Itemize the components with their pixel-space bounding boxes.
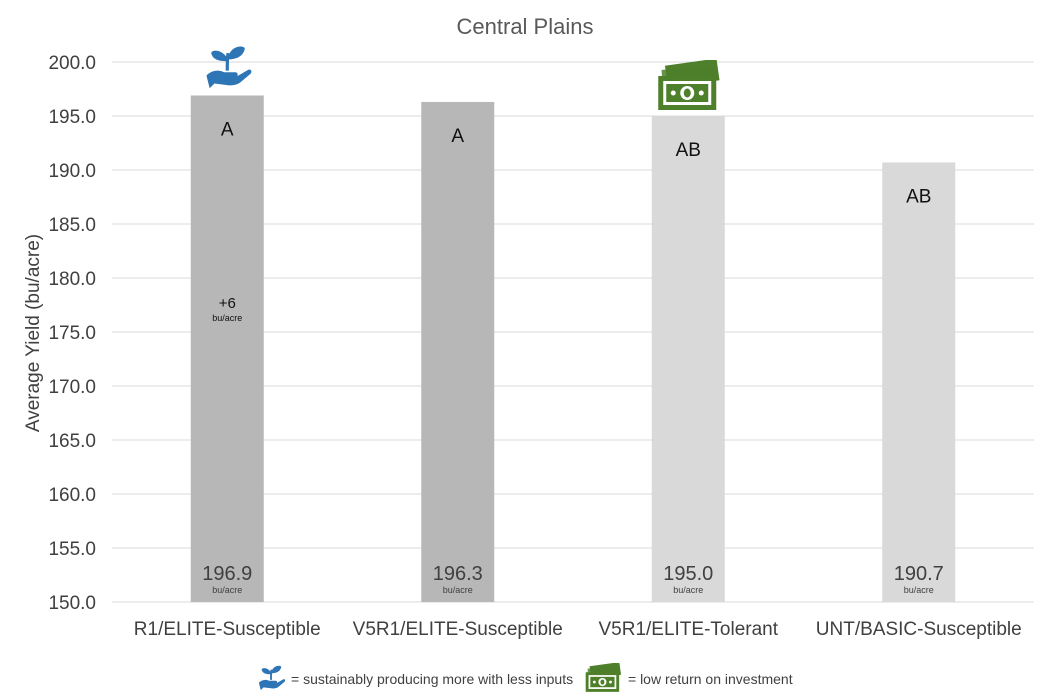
- bar-value-unit: bu/acre: [673, 585, 703, 595]
- bar-group: A 196.3bu/acre: [421, 101, 495, 603]
- bar-group: AB 195.0bu/acre: [651, 116, 725, 602]
- chart-title: Central Plains: [457, 14, 594, 39]
- bar-group: AB 190.7bu/acre: [882, 162, 956, 602]
- gridlines: [112, 61, 1034, 603]
- bar: [651, 116, 725, 602]
- x-category-label: V5R1/ELITE-Tolerant: [598, 619, 778, 640]
- bar-value-label: 195.0: [663, 563, 713, 585]
- bar: [190, 95, 264, 602]
- y-tick-label: 170.0: [48, 377, 96, 398]
- y-tick-label: 185.0: [48, 215, 96, 236]
- bar: [421, 101, 495, 603]
- significance-letter: AB: [906, 186, 931, 207]
- bar-value-label: 190.7: [894, 563, 944, 585]
- x-category-label: UNT/BASIC-Susceptible: [816, 619, 1022, 640]
- y-tick-label: 175.0: [48, 323, 96, 344]
- y-tick-label: 190.0: [48, 161, 96, 182]
- bar-value-unit: bu/acre: [212, 585, 242, 595]
- x-category-label: V5R1/ELITE-Susceptible: [353, 619, 563, 640]
- significance-letter: AB: [676, 140, 701, 161]
- significance-letter: A: [451, 126, 464, 147]
- y-tick-label: 160.0: [48, 485, 96, 506]
- bar-value-label: 196.9: [202, 563, 252, 585]
- x-category-label: R1/ELITE-Susceptible: [134, 619, 321, 640]
- y-tick-label: 180.0: [48, 269, 96, 290]
- x-axis-labels: R1/ELITE-Susceptible V5R1/ELITE-Susceptib…: [134, 619, 1022, 640]
- y-tick-label: 195.0: [48, 107, 96, 128]
- bars: A196.9bu/acreA196.3bu/acreAB195.0bu/acre…: [190, 44, 956, 603]
- money-bills-icon: [658, 60, 720, 110]
- bar-value-label: 196.3: [433, 563, 483, 585]
- money-bills-icon: [585, 663, 622, 692]
- legend: = sustainably producing more with less i…: [257, 663, 793, 692]
- significance-letter: A: [221, 119, 234, 140]
- y-tick-label: 165.0: [48, 431, 96, 452]
- legend-text-low-roi: = low return on investment: [628, 671, 793, 687]
- sustainable-plant-hand-icon: [204, 44, 254, 91]
- bar-value-unit: bu/acre: [443, 585, 473, 595]
- y-tick-label: 200.0: [48, 53, 96, 74]
- legend-item-sustainable: = sustainably producing more with less i…: [257, 664, 573, 692]
- yield-advantage-unit: bu/acre: [212, 313, 242, 323]
- y-axis-label: Average Yield (bu/acre): [23, 234, 44, 432]
- legend-text-sustainable: = sustainably producing more with less i…: [291, 671, 573, 687]
- legend-item-low-roi: = low return on investment: [585, 663, 793, 692]
- bar: [882, 162, 956, 602]
- sustainable-plant-hand-icon: [257, 664, 287, 692]
- bar-value-unit: bu/acre: [904, 585, 934, 595]
- y-axis-ticks: 150.0 155.0 160.0 165.0 170.0 175.0 180.0 185.0…: [48, 53, 96, 614]
- y-tick-label: 150.0: [48, 593, 96, 614]
- y-tick-label: 155.0: [48, 539, 96, 560]
- yield-advantage-value: +6: [219, 295, 236, 312]
